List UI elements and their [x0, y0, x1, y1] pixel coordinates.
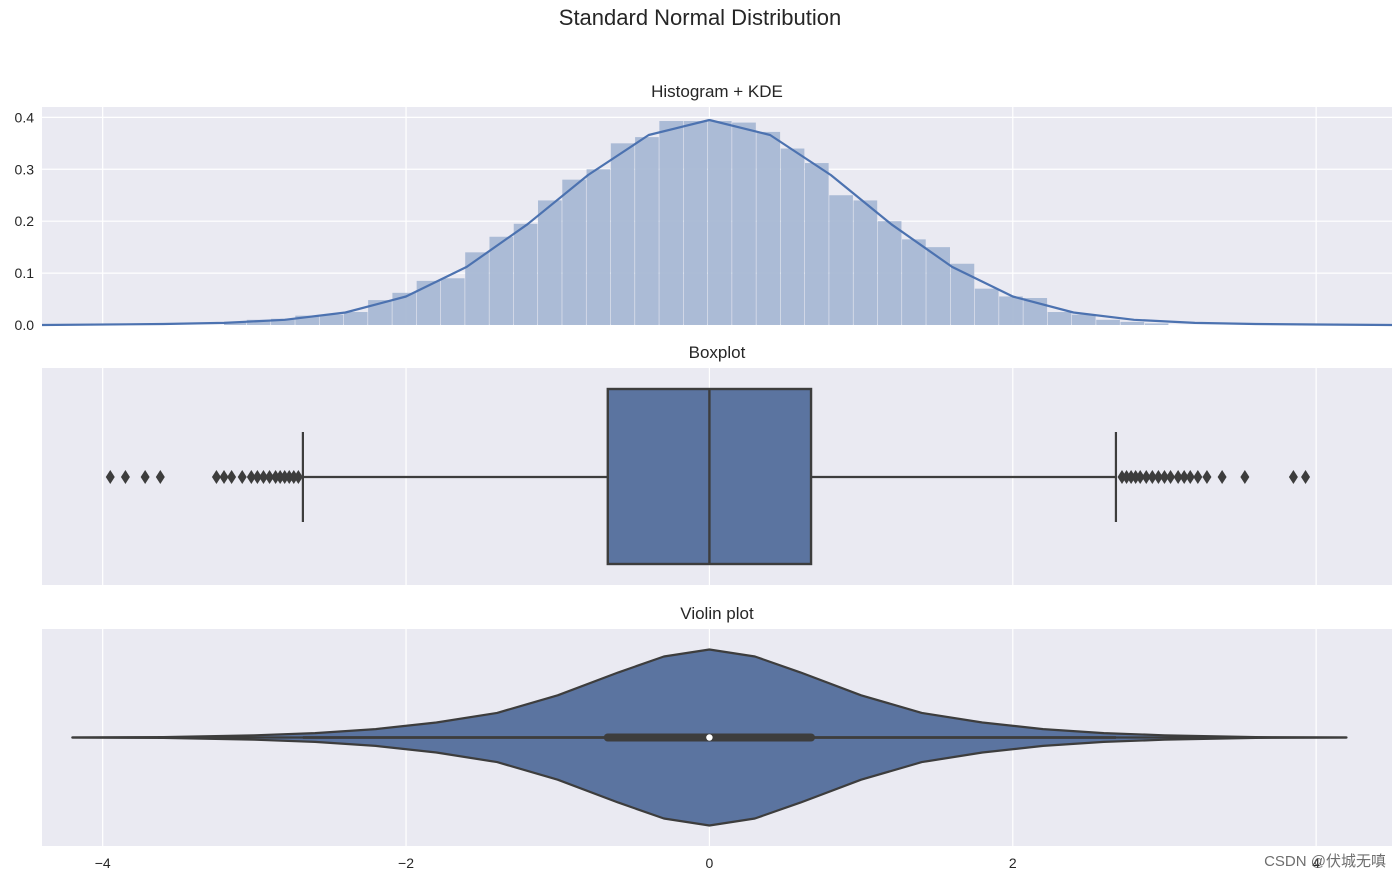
- y-tick-label: 0.1: [15, 265, 35, 281]
- histogram-bar: [780, 148, 805, 325]
- outlier-marker: [1126, 470, 1136, 484]
- violin-title: Violin plot: [680, 604, 754, 623]
- outlier-marker: [105, 470, 115, 484]
- violin-plot-panel: −4 −2 0 2 4: [42, 629, 1392, 871]
- histogram-bar: [659, 121, 684, 325]
- outlier-marker: [1240, 470, 1250, 484]
- x-tick-label: 4: [1312, 855, 1320, 871]
- histogram-bar: [513, 223, 538, 325]
- histogram-bar: [295, 315, 319, 325]
- boxplot-title: Boxplot: [688, 343, 746, 362]
- histogram-bar: [974, 288, 999, 325]
- watermark: CSDN @伏城无嗔: [1264, 853, 1386, 870]
- outlier-marker: [293, 470, 303, 484]
- x-tick-label: 2: [1009, 855, 1017, 871]
- outlier-marker: [1147, 470, 1157, 484]
- histogram-bar: [562, 179, 586, 325]
- outlier-marker: [1141, 470, 1151, 484]
- boxplot-panel: [42, 368, 1392, 585]
- outlier-marker: [1301, 470, 1311, 484]
- outlier-marker: [271, 470, 281, 484]
- histogram-bar: [829, 195, 853, 325]
- y-tick-label: 0.4: [15, 109, 35, 125]
- histogram-bar: [1071, 314, 1096, 325]
- outlier-marker: [211, 470, 221, 484]
- histogram-bar: [707, 121, 732, 325]
- outlier-marker: [284, 470, 294, 484]
- kde-curve: [41, 118, 1393, 327]
- histogram-bar: [635, 137, 659, 325]
- outlier-marker: [1185, 470, 1195, 484]
- histogram-bar: [610, 143, 635, 325]
- outlier-marker: [1179, 470, 1189, 484]
- outlier-marker: [219, 470, 229, 484]
- outlier-marker: [1166, 470, 1176, 484]
- histogram-bar: [1144, 323, 1169, 325]
- outlier-marker: [1202, 470, 1212, 484]
- histogram-bar: [368, 300, 392, 325]
- x-tick-label: −2: [398, 855, 414, 871]
- outlier-marker: [140, 470, 150, 484]
- outlier-marker: [1217, 470, 1227, 484]
- histogram-bar: [804, 163, 829, 325]
- histogram-bar: [246, 319, 271, 325]
- outlier-marker: [280, 470, 290, 484]
- figure-title: Standard Normal Distribution: [558, 5, 842, 30]
- outlier-marker: [1153, 470, 1163, 484]
- histogram-bar: [392, 292, 417, 325]
- outlier-marker: [1135, 470, 1145, 484]
- outlier-marker: [1288, 470, 1298, 484]
- histogram-title: Histogram + KDE: [651, 82, 783, 101]
- y-tick-label: 0.0: [15, 317, 35, 333]
- histogram-bar: [319, 314, 344, 325]
- histogram-bar: [586, 169, 611, 325]
- y-tick-label: 0.3: [15, 161, 35, 177]
- histogram-bar: [902, 239, 926, 325]
- histogram-bar: [756, 131, 781, 325]
- histogram-bar: [440, 278, 465, 325]
- outlier-marker: [258, 470, 268, 484]
- histogram-bar: [224, 322, 247, 325]
- outlier-marker: [246, 470, 256, 484]
- histogram-bar: [538, 200, 562, 325]
- histogram-bar: [732, 122, 756, 325]
- outlier-marker: [275, 470, 285, 484]
- y-tick-label: 0.2: [15, 213, 35, 229]
- histogram-bar: [271, 318, 295, 325]
- violin-median-dot: [706, 734, 713, 741]
- outlier-marker: [120, 470, 130, 484]
- outlier-marker: [155, 470, 165, 484]
- histogram-bar: [926, 247, 950, 325]
- histogram-bar: [853, 200, 878, 325]
- histogram-bar: [950, 263, 975, 325]
- outlier-marker: [1131, 470, 1141, 484]
- histogram-bar: [999, 296, 1023, 325]
- histogram-bar: [1047, 312, 1072, 325]
- outlier-marker: [265, 470, 275, 484]
- histogram-bar: [877, 221, 902, 325]
- outlier-marker: [1193, 470, 1203, 484]
- outlier-marker: [1173, 470, 1183, 484]
- outlier-marker: [1117, 470, 1127, 484]
- histogram-kde-panel: 0.0 0.1 0.2 0.3 0.4: [15, 107, 1393, 333]
- histogram-bar: [465, 252, 489, 325]
- x-tick-label: −4: [95, 855, 111, 871]
- histogram-bar: [343, 312, 368, 325]
- outlier-marker: [1159, 470, 1169, 484]
- outlier-marker: [237, 470, 247, 484]
- outlier-marker: [289, 470, 299, 484]
- outlier-marker: [1122, 470, 1132, 484]
- x-tick-label: 0: [706, 855, 714, 871]
- outlier-marker: [252, 470, 262, 484]
- outlier-marker: [227, 470, 237, 484]
- histogram-bar: [416, 280, 441, 325]
- histogram-bar: [489, 236, 514, 325]
- histogram-bar: [1120, 321, 1145, 325]
- histogram-bar: [1096, 319, 1120, 325]
- histogram-bar: [683, 121, 708, 325]
